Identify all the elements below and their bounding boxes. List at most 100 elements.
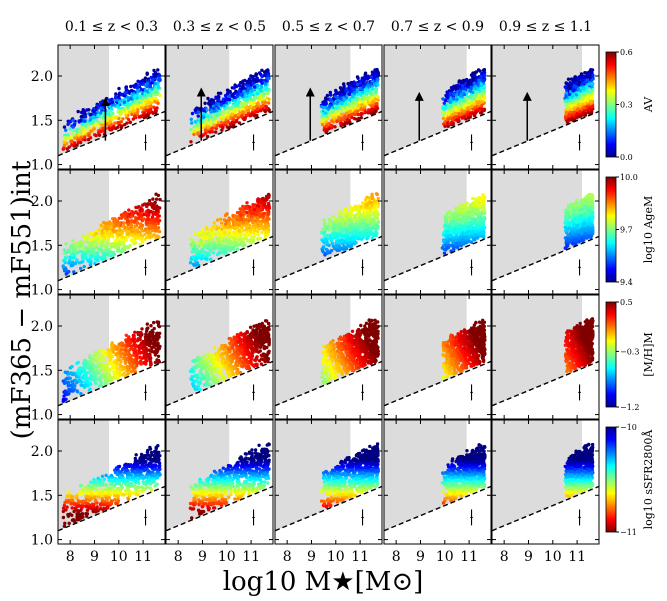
- galaxy-point: [226, 115, 230, 120]
- galaxy-point: [88, 232, 92, 236]
- galaxy-point: [117, 233, 121, 237]
- galaxy-point: [570, 95, 574, 99]
- galaxy-point: [373, 200, 377, 204]
- galaxy-point: [347, 84, 351, 88]
- galaxy-point: [363, 71, 368, 75]
- galaxy-point: [199, 257, 204, 261]
- galaxy-point: [248, 114, 252, 118]
- galaxy-point: [251, 81, 255, 85]
- galaxy-point: [249, 86, 253, 90]
- galaxy-point: [239, 101, 244, 106]
- galaxy-point: [216, 238, 220, 243]
- galaxy-point: [67, 145, 71, 149]
- galaxy-point: [133, 230, 137, 234]
- galaxy-point: [227, 98, 232, 102]
- galaxy-point: [135, 205, 140, 210]
- galaxy-point: [232, 121, 236, 125]
- galaxy-point: [202, 112, 206, 116]
- galaxy-point: [256, 84, 260, 88]
- panel-frame: [57, 169, 166, 295]
- galaxy-point: [254, 95, 258, 99]
- galaxy-point: [132, 242, 136, 246]
- galaxy-point: [468, 82, 473, 86]
- galaxy-point: [212, 106, 216, 111]
- galaxy-point: [249, 217, 254, 222]
- galaxy-point: [133, 99, 137, 103]
- galaxy-point: [212, 123, 216, 127]
- galaxy-point: [109, 98, 113, 102]
- galaxy-point: [237, 243, 241, 247]
- galaxy-point: [345, 108, 349, 112]
- galaxy-point: [370, 70, 375, 74]
- galaxy-point: [564, 81, 568, 85]
- galaxy-point: [203, 244, 207, 249]
- galaxy-point: [364, 97, 368, 101]
- galaxy-point: [442, 111, 447, 115]
- galaxy-point: [235, 247, 240, 251]
- galaxy-point: [73, 136, 77, 140]
- galaxy-point: [563, 115, 568, 119]
- galaxy-point: [233, 220, 238, 224]
- galaxy-point: [117, 216, 122, 220]
- galaxy-point: [452, 92, 456, 96]
- galaxy-point: [571, 113, 575, 117]
- galaxy-point: [578, 109, 582, 114]
- galaxy-point: [190, 121, 194, 125]
- galaxy-point: [471, 75, 475, 80]
- galaxy-point: [150, 215, 155, 219]
- galaxy-point: [211, 100, 216, 105]
- galaxy-point: [370, 86, 375, 91]
- galaxy-point: [196, 127, 200, 132]
- galaxy-point: [328, 97, 332, 102]
- galaxy-point: [575, 99, 579, 103]
- galaxy-point: [263, 70, 267, 74]
- galaxy-point: [357, 116, 361, 121]
- galaxy-point: [253, 110, 257, 114]
- galaxy-point: [79, 110, 84, 115]
- galaxy-point: [365, 77, 370, 81]
- galaxy-point: [239, 213, 243, 218]
- galaxy-point: [146, 114, 150, 118]
- galaxy-point: [242, 93, 247, 97]
- galaxy-point: [74, 129, 79, 133]
- galaxy-point: [121, 224, 125, 229]
- galaxy-point: [342, 92, 346, 96]
- galaxy-point: [344, 111, 349, 115]
- galaxy-point: [263, 109, 267, 114]
- galaxy-point: [147, 198, 152, 203]
- galaxy-point: [243, 78, 247, 83]
- galaxy-point: [92, 115, 97, 120]
- y-tick-label: 1.5: [31, 113, 53, 129]
- galaxy-point: [126, 117, 131, 122]
- galaxy-point: [111, 115, 115, 119]
- galaxy-point: [234, 84, 239, 89]
- galaxy-point: [223, 222, 228, 226]
- galaxy-point: [81, 127, 86, 131]
- galaxy-point: [330, 119, 334, 123]
- galaxy-point: [189, 117, 193, 122]
- galaxy-point: [126, 104, 130, 108]
- galaxy-point: [234, 107, 239, 111]
- galaxy-point: [122, 245, 126, 249]
- galaxy-point: [569, 110, 574, 114]
- galaxy-point: [64, 242, 68, 246]
- galaxy-point: [267, 202, 271, 207]
- galaxy-point: [109, 245, 114, 249]
- galaxy-point: [105, 115, 109, 119]
- galaxy-point: [121, 240, 125, 245]
- galaxy-point: [156, 101, 160, 105]
- selection-line: [58, 235, 165, 282]
- galaxy-point: [113, 121, 117, 125]
- galaxy-point: [217, 111, 222, 116]
- galaxy-point: [122, 94, 127, 98]
- galaxy-point: [259, 104, 263, 109]
- galaxy-point: [578, 89, 582, 93]
- galaxy-point: [205, 257, 209, 261]
- galaxy-point: [441, 116, 446, 121]
- galaxy-point: [248, 223, 252, 227]
- galaxy-point: [441, 106, 445, 110]
- galaxy-point: [144, 84, 148, 88]
- galaxy-point: [96, 120, 101, 125]
- galaxy-point: [133, 94, 138, 98]
- galaxy-point: [360, 103, 364, 107]
